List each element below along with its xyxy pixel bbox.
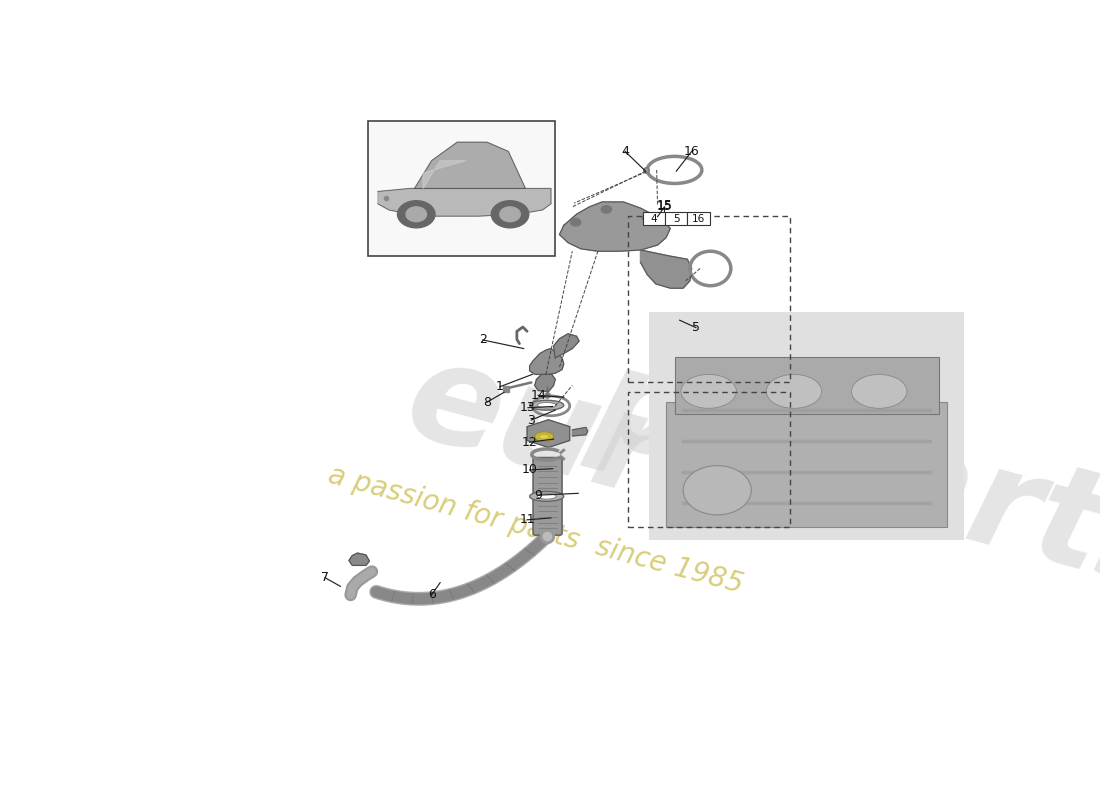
- Ellipse shape: [537, 402, 557, 408]
- Bar: [644, 212, 666, 226]
- Bar: [628, 392, 790, 527]
- Ellipse shape: [767, 374, 822, 408]
- Polygon shape: [572, 427, 587, 436]
- Circle shape: [499, 207, 520, 222]
- Bar: [674, 357, 939, 414]
- Text: 10: 10: [521, 463, 538, 477]
- Bar: [628, 216, 790, 382]
- Text: 11: 11: [519, 514, 535, 526]
- Polygon shape: [530, 349, 563, 374]
- Text: 9: 9: [535, 489, 542, 502]
- Polygon shape: [415, 142, 526, 188]
- Bar: [666, 212, 688, 226]
- FancyBboxPatch shape: [534, 458, 562, 495]
- Text: 5: 5: [692, 321, 700, 334]
- Text: 13: 13: [520, 401, 536, 414]
- Ellipse shape: [681, 374, 736, 408]
- Text: 16: 16: [692, 214, 705, 223]
- Ellipse shape: [539, 434, 549, 439]
- Text: 6: 6: [428, 589, 436, 602]
- Text: euro: euro: [394, 330, 773, 552]
- Circle shape: [397, 201, 434, 228]
- Text: 5: 5: [673, 214, 680, 223]
- Text: 4: 4: [621, 145, 629, 158]
- Ellipse shape: [530, 400, 563, 410]
- FancyBboxPatch shape: [534, 498, 562, 535]
- Text: 1: 1: [496, 380, 504, 394]
- Bar: [666, 402, 947, 527]
- Text: 15: 15: [657, 199, 672, 212]
- Text: 12: 12: [521, 436, 538, 449]
- Polygon shape: [424, 161, 465, 188]
- Ellipse shape: [851, 374, 906, 408]
- Circle shape: [602, 206, 612, 213]
- Text: a passion for parts  since 1985: a passion for parts since 1985: [326, 462, 746, 599]
- Text: 4: 4: [651, 214, 658, 223]
- Ellipse shape: [530, 491, 563, 502]
- Ellipse shape: [535, 432, 553, 442]
- Ellipse shape: [537, 494, 557, 499]
- Polygon shape: [640, 250, 692, 288]
- Text: 2: 2: [478, 334, 486, 346]
- Text: 15: 15: [657, 200, 672, 214]
- Circle shape: [642, 214, 652, 222]
- Polygon shape: [349, 553, 370, 566]
- Polygon shape: [535, 374, 556, 392]
- Bar: [367, 121, 556, 256]
- Polygon shape: [527, 420, 570, 447]
- Text: 16: 16: [684, 145, 700, 158]
- Text: 3: 3: [527, 414, 536, 426]
- Circle shape: [571, 218, 581, 226]
- Bar: [688, 212, 710, 226]
- Circle shape: [683, 466, 751, 515]
- Text: 7: 7: [321, 571, 329, 584]
- Text: 14: 14: [530, 389, 546, 402]
- Text: 8: 8: [483, 396, 491, 409]
- Polygon shape: [560, 202, 670, 251]
- Circle shape: [492, 201, 529, 228]
- Polygon shape: [378, 188, 551, 216]
- Circle shape: [406, 207, 427, 222]
- Text: peparts: peparts: [581, 334, 1100, 622]
- Polygon shape: [553, 334, 579, 358]
- Bar: [649, 312, 965, 539]
